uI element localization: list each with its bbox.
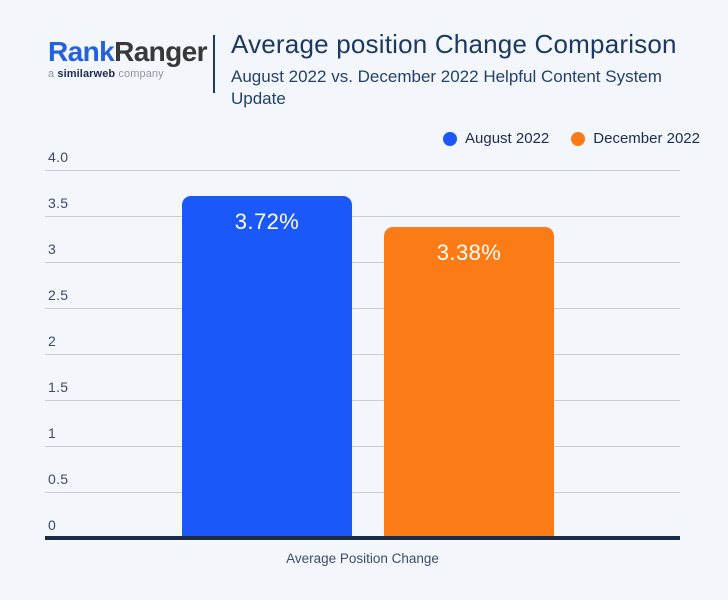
y-tick-label-2.5: 2.5 (48, 287, 69, 303)
rankranger-logo: RankRanger a similarweb company (48, 30, 208, 81)
y-tick-label-4.0: 4.0 (48, 149, 69, 165)
gridline-4.0 (45, 169, 680, 171)
header: RankRanger a similarweb company Average … (48, 29, 683, 111)
x-axis-baseline (45, 536, 680, 540)
y-tick-label-3.5: 3.5 (48, 195, 69, 211)
bar-august-2022: 3.72% (182, 195, 352, 538)
legend-item-december-2022: December 2022 (571, 130, 700, 147)
gridline-2.5 (45, 307, 680, 309)
legend-label: August 2022 (465, 130, 550, 147)
y-tick-label-0.5: 0.5 (48, 471, 69, 487)
logo-tagline-company: company (118, 68, 164, 80)
legend: August 2022 December 2022 (443, 130, 700, 147)
title-block: Average position Change Comparison Augus… (231, 29, 683, 111)
gridline-0.5 (45, 491, 680, 493)
y-tick-label-1: 1 (48, 425, 57, 441)
legend-item-august-2022: August 2022 (443, 130, 549, 147)
logo-word-ranger: Ranger (114, 36, 207, 67)
logo-word-rank: Rank (48, 36, 115, 67)
bar-value-label-december-2022: 3.38% (436, 240, 502, 266)
legend-dot-icon (571, 131, 586, 146)
gridline-2 (45, 353, 680, 355)
x-axis-label: Average Position Change (286, 551, 439, 566)
gridline-1.5 (45, 399, 680, 401)
page-title: Average position Change Comparison (231, 29, 677, 59)
legend-label: December 2022 (593, 130, 700, 147)
header-divider (213, 35, 215, 93)
gridline-3.5 (45, 215, 680, 217)
logo-tagline-brand: similarweb (57, 68, 116, 80)
bar-december-2022: 3.38% (384, 227, 554, 538)
logo-tagline-a: a (48, 68, 55, 80)
y-tick-label-1.5: 1.5 (48, 379, 69, 395)
page-subtitle: August 2022 vs. December 2022 Helpful Co… (231, 66, 662, 109)
y-tick-label-2: 2 (48, 333, 57, 349)
plot-area: Average Position Change 4.0 3.5 3 2.5 2 1.5 1 0… (45, 149, 680, 566)
bar-value-label-august-2022: 3.72% (234, 208, 300, 234)
y-tick-label-0: 0 (48, 517, 57, 533)
logo-wordmark: RankRanger (48, 36, 208, 67)
logo-tagline: a similarweb company (48, 68, 193, 80)
gridline-1 (45, 445, 680, 447)
y-tick-label-3: 3 (48, 241, 57, 257)
gridline-3 (45, 261, 680, 263)
legend-dot-icon (443, 131, 458, 146)
